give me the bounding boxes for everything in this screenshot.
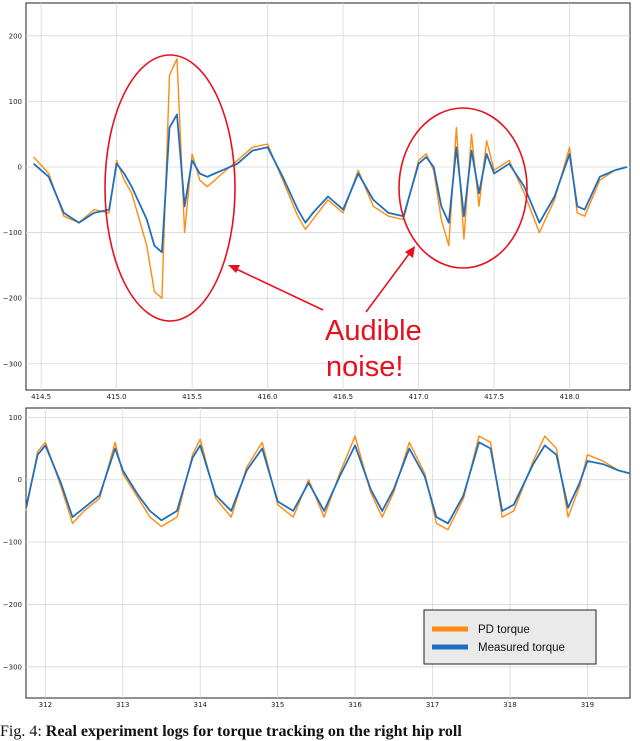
arrow-right-head: [405, 246, 415, 258]
bottom-ytick-label: −300: [3, 663, 22, 671]
top-ticks: 414.5 415.0 415.5 416.0 416.5 417.0 417.5 418.0…: [3, 32, 580, 401]
legend: PD torque Measured torque: [423, 609, 597, 665]
bottom-xtick-label: 316: [348, 701, 362, 709]
bottom-ytick-label: 100: [9, 414, 22, 422]
bottom-grid: [26, 408, 630, 698]
top-ytick-label: −300: [3, 360, 22, 368]
top-xtick-label: 416.5: [333, 393, 353, 401]
caption-bold-text: Real experiment logs for torque tracking…: [45, 723, 462, 740]
bottom-chart: 312 313 314 315 316 317 318 319 100 0 −100 −200 −300…: [3, 407, 631, 709]
arrow-left-line: [231, 266, 324, 311]
legend-label-pd: PD torque: [478, 624, 530, 636]
figure-caption: Fig. 4: Real experiment logs for torque …: [0, 723, 640, 741]
bottom-xtick-label: 313: [116, 701, 129, 709]
arrow-left-head: [228, 265, 240, 273]
top-xtick-label: 416.0: [258, 393, 278, 401]
top-chart: 414.5 415.0 415.5 416.0 416.5 417.0 417.5 418.0…: [3, 2, 631, 401]
top-series-measured-torque-line: [33, 113, 628, 254]
top-ytick-label: 100: [9, 98, 22, 106]
top-ytick-label: −200: [3, 295, 22, 303]
bottom-ytick-label: −200: [3, 601, 22, 609]
top-series-pd-torque-line: [33, 58, 628, 299]
top-xtick-label: 415.0: [107, 393, 127, 401]
bottom-ytick-label: −100: [3, 539, 22, 547]
bottom-series: [25, 435, 631, 531]
bottom-xtick-label: 315: [271, 701, 284, 709]
bottom-xtick-label: 317: [426, 701, 439, 709]
top-ytick-label: 200: [9, 32, 22, 40]
top-xtick-label: 417.0: [409, 393, 429, 401]
bottom-ticks: 312 313 314 315 316 317 318 319 100 0 −100 −200 −300: [3, 414, 594, 709]
arrow-right-line: [365, 249, 413, 313]
caption-prefix: Fig. 4:: [0, 723, 42, 740]
bottom-series-measured-torque-line: [25, 441, 631, 525]
annotation-line-1: Audible: [325, 315, 422, 347]
annotation-line-2: noise!: [326, 351, 403, 383]
noise-ellipse-left: [104, 54, 236, 322]
top-xtick-label: 417.5: [484, 393, 504, 401]
top-grid: [26, 3, 630, 390]
legend-label-measured: Measured torque: [478, 642, 565, 654]
top-xtick-label: 418.0: [560, 393, 580, 401]
top-series: [33, 58, 628, 299]
top-xtick-label: 414.5: [31, 393, 51, 401]
bottom-ytick-label: 0: [18, 476, 22, 484]
bottom-xtick-label: 312: [39, 701, 52, 709]
top-ytick-label: −100: [3, 229, 22, 237]
bottom-xtick-label: 319: [581, 701, 594, 709]
legend-box: [423, 609, 597, 665]
bottom-xtick-label: 314: [194, 701, 208, 709]
top-ytick-label: 0: [18, 163, 22, 171]
top-xtick-label: 415.5: [182, 393, 202, 401]
bottom-xtick-label: 318: [503, 701, 516, 709]
noise-ellipse-right: [398, 107, 528, 269]
